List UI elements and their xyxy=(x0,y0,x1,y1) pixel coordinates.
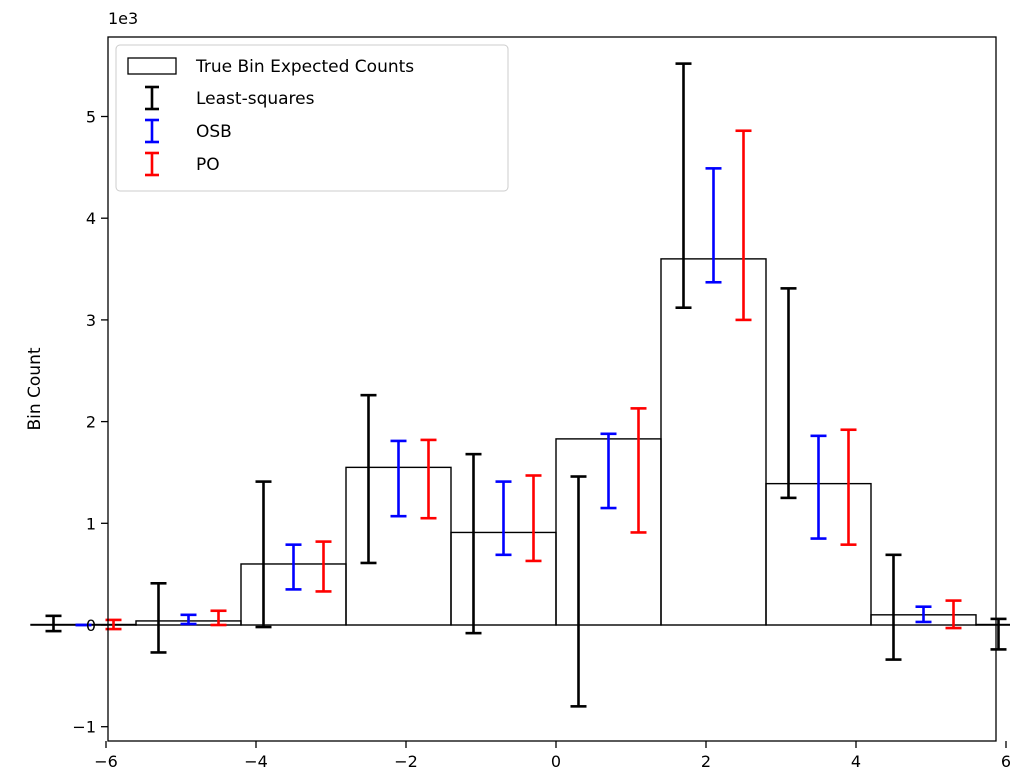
error-bar xyxy=(780,287,797,500)
series-osb xyxy=(75,167,932,627)
y-tick-label: 4 xyxy=(86,209,96,228)
error-bar xyxy=(675,62,692,309)
error-bar xyxy=(360,393,377,565)
error-bar xyxy=(45,614,62,633)
error-bar xyxy=(315,540,332,593)
y-offset-label: 1e3 xyxy=(108,9,138,28)
error-bar xyxy=(570,475,587,708)
error-bar xyxy=(735,129,752,322)
x-tick-label: 0 xyxy=(551,752,561,771)
legend-label: PO xyxy=(196,155,220,175)
y-tick-label: 0 xyxy=(86,616,96,635)
legend-marker-osb xyxy=(145,118,159,144)
y-tick-label: 2 xyxy=(86,413,96,432)
error-bars xyxy=(45,62,1007,708)
y-tick-label: −1 xyxy=(72,718,96,737)
x-tick-label: 2 xyxy=(701,752,711,771)
error-bar xyxy=(525,474,542,563)
series-least-squares xyxy=(45,62,1007,708)
legend-marker-least-squares xyxy=(145,85,159,111)
error-bar xyxy=(390,439,407,518)
bin-bar xyxy=(660,258,767,626)
legend-label: Least-squares xyxy=(196,89,315,109)
error-bar xyxy=(600,432,617,510)
y-axis: −1 0 1 2 3 4 5 xyxy=(72,108,108,737)
error-bar xyxy=(885,553,902,661)
error-bar xyxy=(705,167,722,284)
y-axis-label: Bin Count xyxy=(25,347,45,430)
x-tick-label: −6 xyxy=(94,752,118,771)
error-bar xyxy=(210,609,227,627)
error-bar xyxy=(285,543,302,591)
y-tick-label: 5 xyxy=(86,108,96,127)
error-bar xyxy=(180,613,197,626)
error-bar xyxy=(465,452,482,635)
x-tick-label: −2 xyxy=(394,752,418,771)
error-bar xyxy=(810,434,827,540)
bin-bar xyxy=(975,623,1010,626)
error-bar xyxy=(495,480,512,557)
legend-marker-po xyxy=(145,151,159,177)
series-po xyxy=(105,129,962,631)
error-bar xyxy=(990,617,1007,651)
error-bar xyxy=(915,605,932,624)
y-tick-label: 1 xyxy=(86,514,96,533)
legend-box xyxy=(115,44,509,192)
error-bar xyxy=(420,438,437,520)
error-bar xyxy=(630,407,647,534)
histogram-bins xyxy=(30,258,1010,626)
error-bar xyxy=(840,428,857,546)
x-tick-label: 6 xyxy=(1001,752,1010,771)
x-tick-label: 4 xyxy=(851,752,861,771)
error-bar xyxy=(255,480,272,629)
legend-label: OSB xyxy=(196,122,232,142)
legend-label-bins: True Bin Expected Counts xyxy=(195,57,414,77)
x-tick-label: −4 xyxy=(244,752,268,771)
legend: True Bin Expected Counts Least-squares OS… xyxy=(115,44,509,192)
error-bar xyxy=(945,599,962,630)
y-tick-label: 3 xyxy=(86,311,96,330)
x-axis: −6 −4 −2 0 2 4 6 xyxy=(94,741,1010,771)
error-bar xyxy=(150,582,167,654)
plot-frame xyxy=(107,36,997,742)
legend-swatch-bins xyxy=(127,57,177,75)
